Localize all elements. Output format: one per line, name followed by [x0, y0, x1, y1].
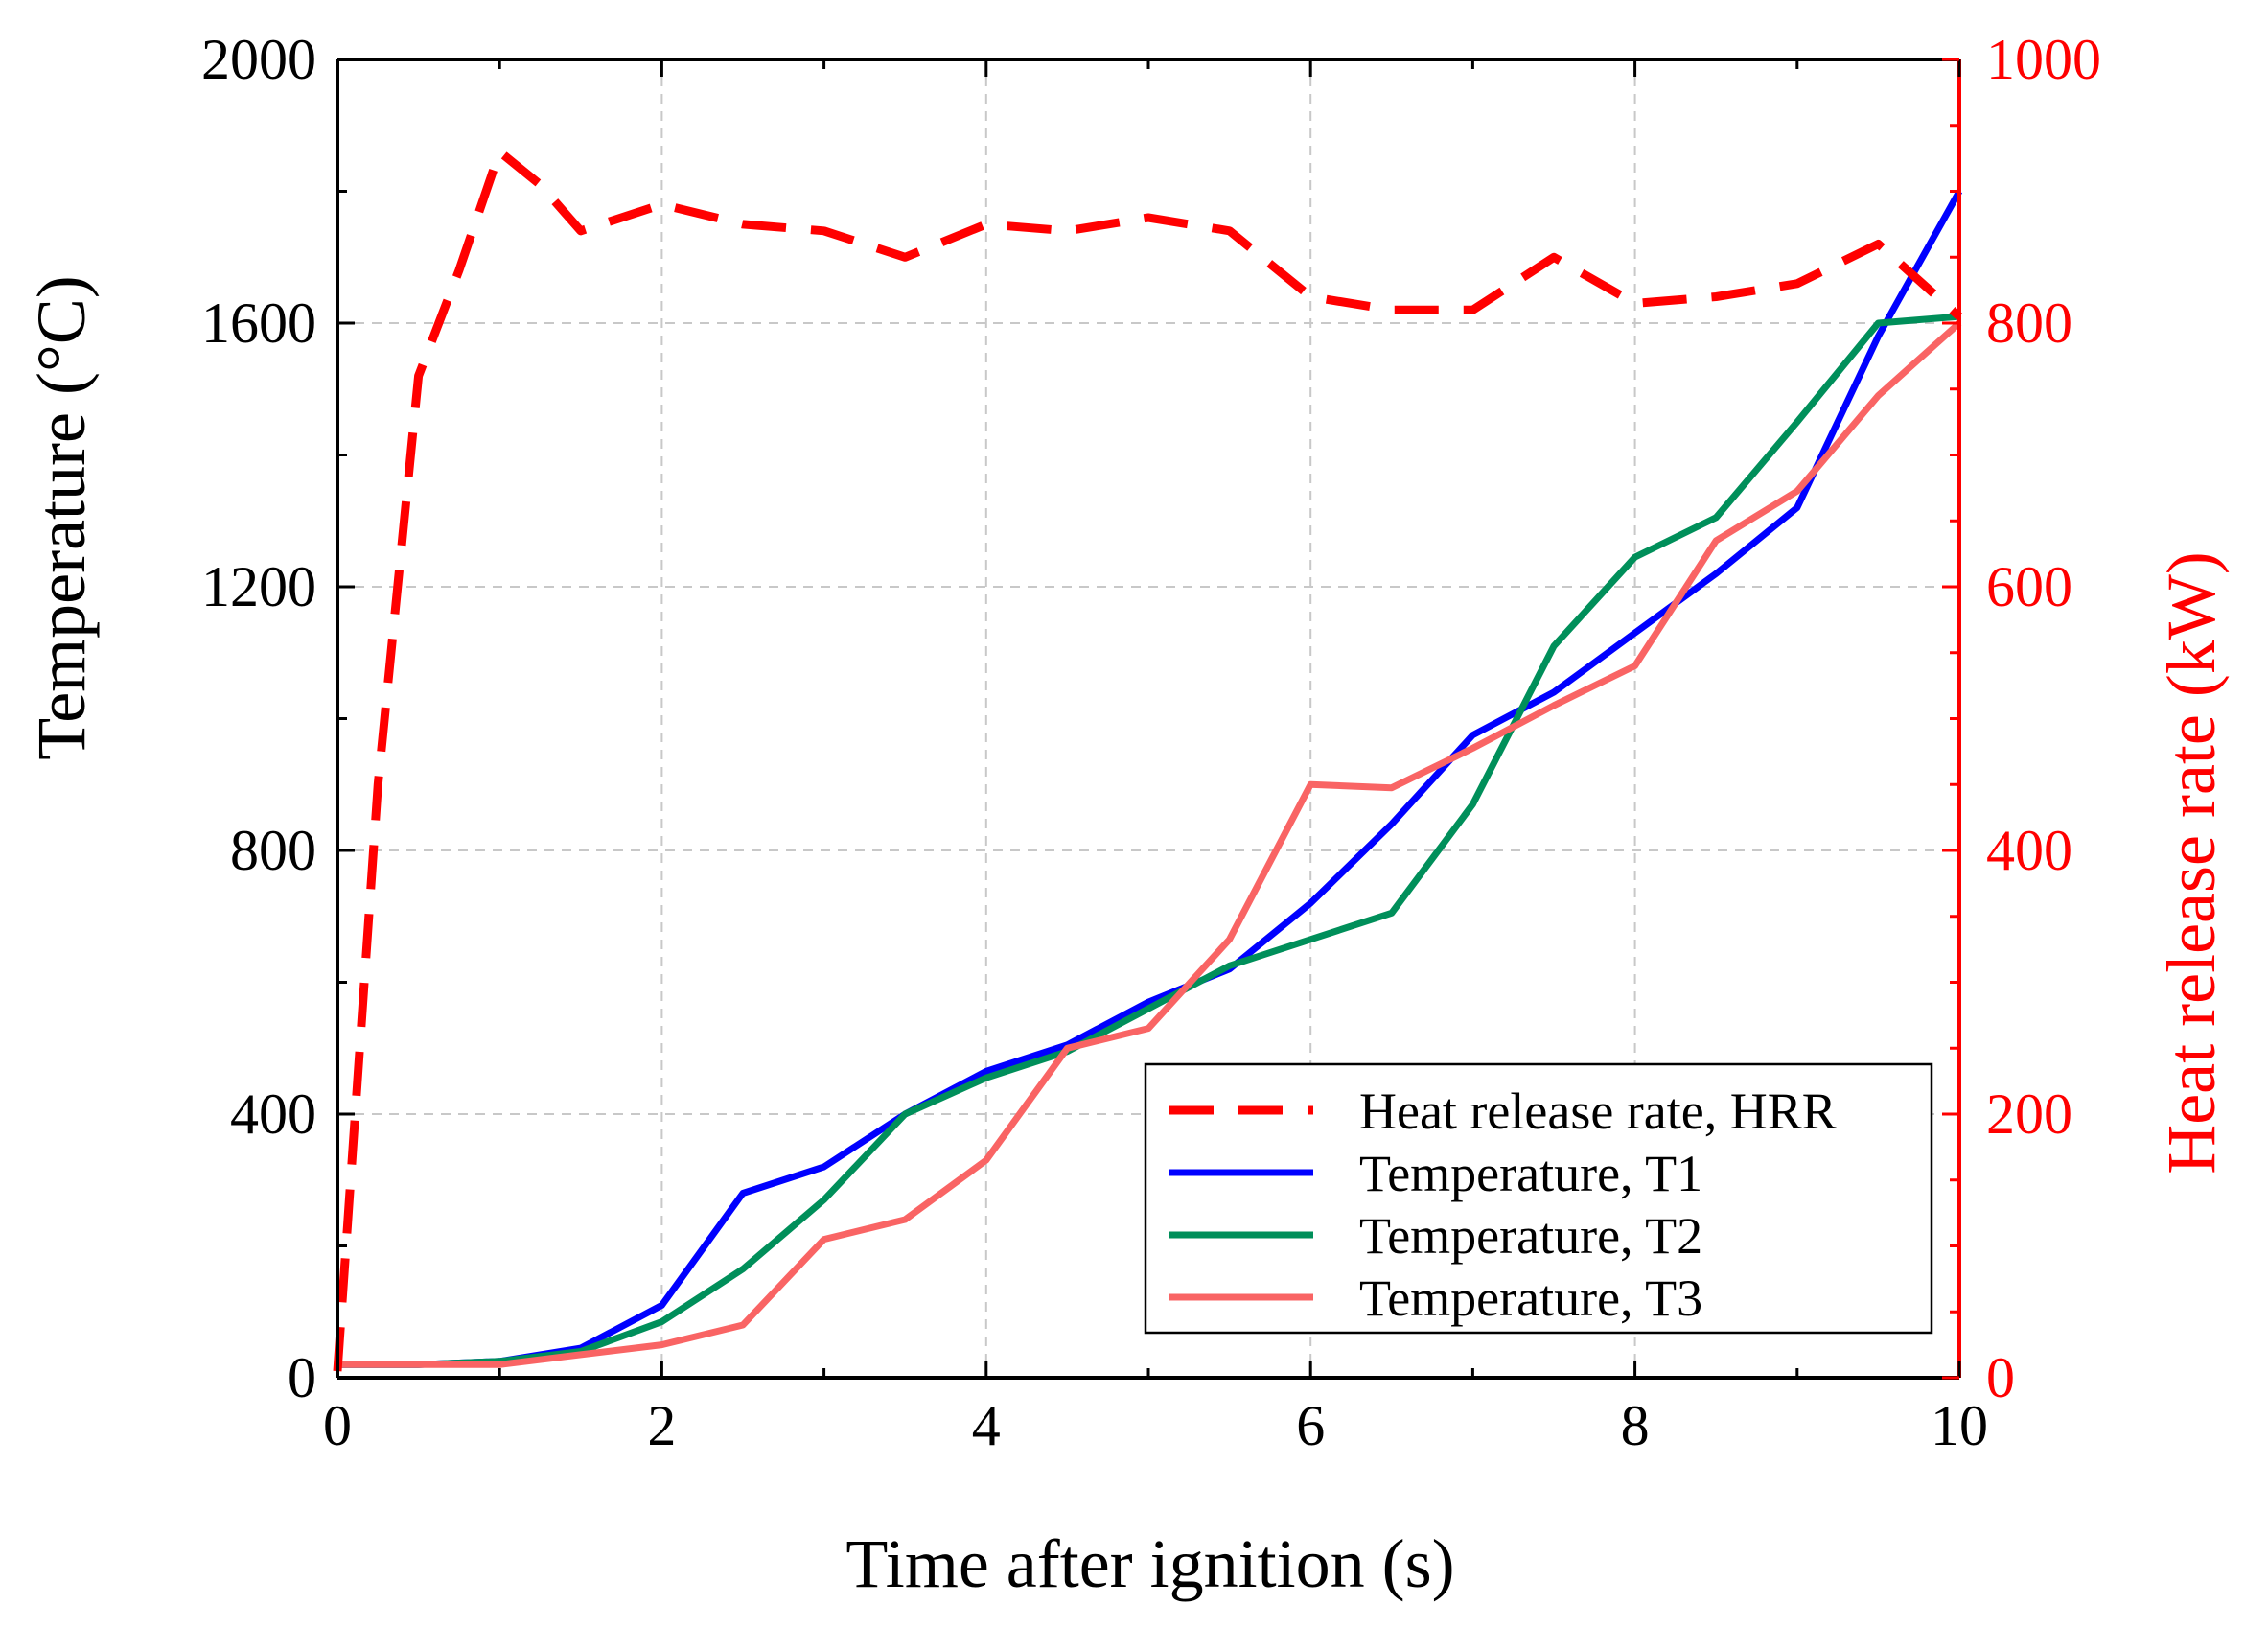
tick-label-y-left: 800: [230, 819, 316, 882]
series-line-t3: [337, 320, 1962, 1368]
tick-label-y-right: 200: [1986, 1082, 2072, 1146]
tick-label-x: 2: [647, 1394, 676, 1457]
tick-label-x: 0: [323, 1394, 352, 1457]
y-axis-left-title: Temperature (°C): [23, 275, 100, 760]
tick-label-x: 6: [1296, 1394, 1325, 1457]
series-line-hrr: [333, 147, 1962, 1372]
tick-label-x: 8: [1621, 1394, 1650, 1457]
tick-labels: 0 2 4 6 8 10040080012001600200002004006008001…: [201, 28, 2101, 1457]
tick-label-x: 4: [972, 1394, 1001, 1457]
series-lines: [333, 147, 1963, 1372]
ticks: [336, 58, 1961, 1380]
x-axis-title: Time after ignition (s): [845, 1525, 1454, 1602]
legend-label-t3: Temperature, T3: [1359, 1269, 1702, 1327]
y-axis-right-title: Heat release rate (kW): [2153, 551, 2230, 1174]
tick-label-y-left: 1600: [201, 291, 316, 355]
tick-label-y-right: 600: [1986, 555, 2072, 618]
series-line-t1: [337, 189, 1963, 1368]
tick-label-y-right: 400: [1986, 819, 2072, 882]
tick-label-y-right: 1000: [1986, 28, 2101, 91]
series-line-t2: [337, 313, 1960, 1368]
tick-label-y-right: 0: [1986, 1346, 2015, 1409]
tick-label-y-right: 800: [1986, 291, 2072, 355]
tick-label-y-left: 1200: [201, 555, 316, 618]
tick-label-y-left: 400: [230, 1082, 316, 1146]
legend-label-t1: Temperature, T1: [1359, 1145, 1702, 1202]
tick-label-x: 10: [1931, 1394, 1988, 1457]
tick-label-y-left: 0: [288, 1346, 316, 1409]
tick-label-y-left: 2000: [201, 28, 316, 91]
legend-label-t2: Temperature, T2: [1359, 1207, 1702, 1265]
legend-label-hrr: Heat release rate, HRR: [1359, 1082, 1837, 1140]
